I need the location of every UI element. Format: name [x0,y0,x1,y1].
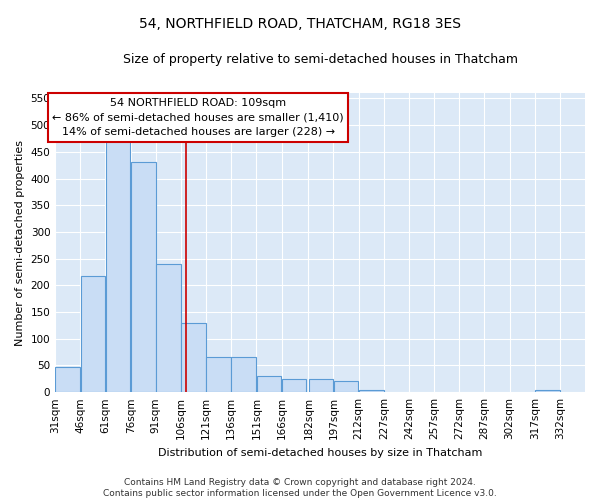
Bar [282,379,307,392]
Bar [308,379,333,392]
Bar [232,358,256,392]
Text: Contains HM Land Registry data © Crown copyright and database right 2024.
Contai: Contains HM Land Registry data © Crown c… [103,478,497,498]
Bar [131,162,155,392]
Title: Size of property relative to semi-detached houses in Thatcham: Size of property relative to semi-detach… [122,52,518,66]
Bar [156,264,181,392]
Bar [359,390,383,392]
Bar [206,358,231,392]
Text: 54 NORTHFIELD ROAD: 109sqm  
← 86% of semi-detached houses are smaller (1,410)
 : 54 NORTHFIELD ROAD: 109sqm ← 86% of semi… [52,98,344,137]
X-axis label: Distribution of semi-detached houses by size in Thatcham: Distribution of semi-detached houses by … [158,448,482,458]
Bar [55,367,80,392]
Bar [80,276,105,392]
Bar [257,376,281,392]
Bar [181,322,206,392]
Y-axis label: Number of semi-detached properties: Number of semi-detached properties [15,140,25,346]
Text: 54, NORTHFIELD ROAD, THATCHAM, RG18 3ES: 54, NORTHFIELD ROAD, THATCHAM, RG18 3ES [139,18,461,32]
Bar [535,390,560,392]
Bar [334,382,358,392]
Bar [106,125,130,392]
